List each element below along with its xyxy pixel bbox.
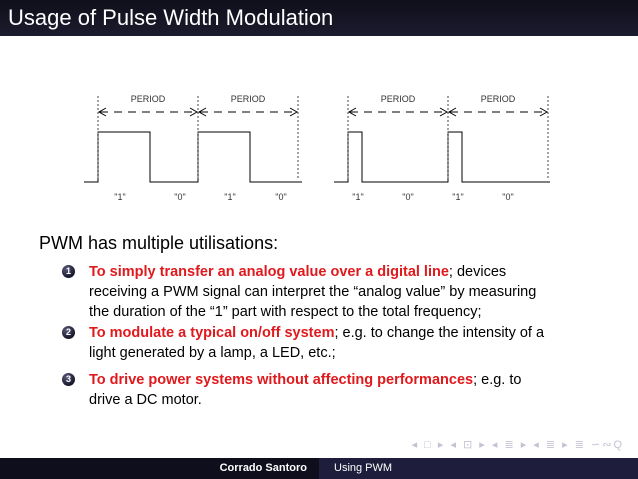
bit-label: "0" — [275, 192, 286, 202]
left-pwm-waveform — [84, 131, 302, 183]
bit-label: "1" — [224, 192, 235, 202]
bit-label: "1" — [452, 192, 463, 202]
period-label: PERIOD — [131, 94, 166, 104]
bit-label: "1" — [352, 192, 363, 202]
bit-label: "0" — [402, 192, 413, 202]
bullet-number-3: 3 — [62, 373, 75, 386]
footer-author: Corrado Santoro — [219, 462, 307, 474]
title-bar: Usage of Pulse Width Modulation — [0, 0, 638, 36]
period-boundaries — [97, 96, 549, 178]
period-label: PERIOD — [381, 94, 416, 104]
intro-text: PWM has multiple utilisations: — [39, 233, 279, 253]
bit-label: "0" — [502, 192, 513, 202]
pwm-signal-diagram: PERIOD PERIOD PERIOD PERIOD "1" "0" "1" … — [84, 94, 550, 202]
period-label: PERIOD — [231, 94, 266, 104]
period-label: PERIOD — [481, 94, 516, 104]
list-item-text: To drive power systems without affecting… — [89, 372, 522, 408]
bit-label: "0" — [174, 192, 185, 202]
highlight-text: To drive power systems without affecting… — [89, 372, 474, 388]
highlight-text: To modulate a typical on/off system — [89, 325, 335, 341]
bit-label: "1" — [114, 192, 125, 202]
highlight-text: To simply transfer an analog value over … — [89, 264, 449, 280]
beamer-navigation-icons[interactable]: ◂ □ ▸ ◂ ⊡ ▸ ◂ ≣ ▸ ◂ ≣ ▸ ≣ ∽∾Q — [411, 439, 624, 451]
bullet-number-1: 1 — [62, 265, 75, 278]
list-item-text: To modulate a typical on/off system; e.g… — [89, 325, 545, 361]
slide-title: Usage of Pulse Width Modulation — [8, 5, 334, 30]
list-item-text: To simply transfer an analog value over … — [89, 264, 537, 320]
footer-short-title: Using PWM — [319, 458, 638, 479]
right-pwm-waveform — [334, 131, 550, 183]
footer-bar: Corrado Santoro Using PWM — [0, 458, 638, 479]
arrow-heads — [97, 107, 549, 117]
bullet-number-2: 2 — [62, 326, 75, 339]
